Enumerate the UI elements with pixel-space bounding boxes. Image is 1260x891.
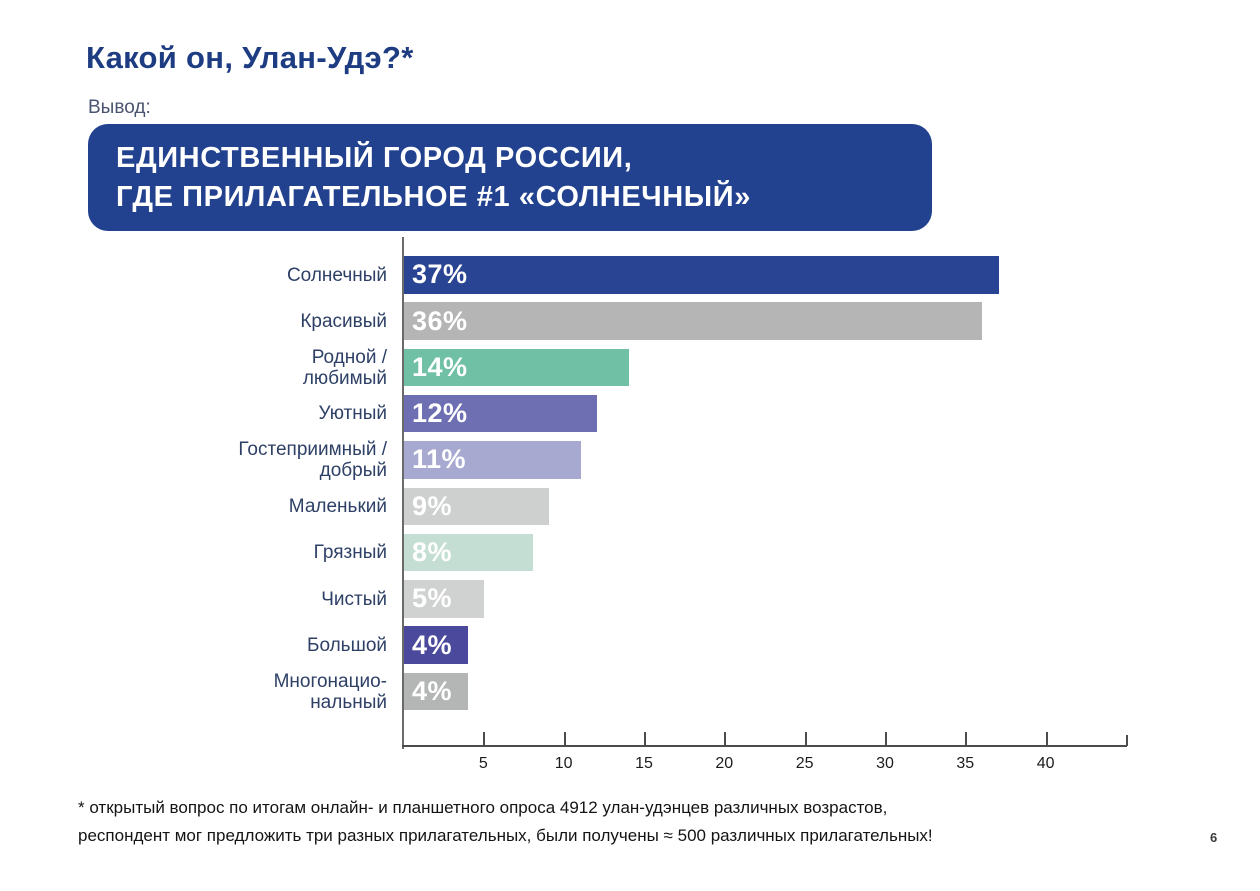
x-axis-tick — [804, 732, 807, 747]
callout-line-1: ЕДИНСТВЕННЫЙ ГОРОД РОССИИ, — [116, 141, 633, 174]
category-label: Гостеприимный / добрый — [238, 439, 387, 482]
bar-value-label: 5% — [412, 583, 453, 614]
x-axis-tick — [965, 732, 968, 747]
bar-value-label: 4% — [412, 629, 453, 660]
bar-value-label: 4% — [412, 675, 453, 706]
category-label: Грязный — [313, 542, 387, 564]
bar: 37% — [404, 256, 999, 294]
category-label: Многонацио-нальный — [273, 670, 387, 713]
category-label: Солнечный — [286, 264, 387, 286]
x-axis-tick-label: 5 — [478, 755, 488, 772]
x-axis-tick — [885, 732, 887, 747]
category-label: Большой — [306, 634, 387, 656]
bar-chart: Солнечный 37% Красивый 36% Родной / любимый 14… — [0, 237, 1260, 797]
x-axis-tick — [1045, 732, 1048, 747]
x-axis-tick-label: 35 — [956, 755, 975, 772]
y-axis-line — [402, 237, 404, 749]
x-axis-tick-label: 20 — [715, 755, 734, 772]
category-label: Маленький — [288, 496, 387, 517]
bar: 8% — [404, 533, 533, 572]
footnote-line-1: * открытый вопрос по итогам онлайн- и пл… — [78, 798, 888, 817]
bar-value-label: 8% — [412, 537, 453, 568]
category-label: Уютный — [318, 403, 387, 425]
x-axis-end-tick — [1126, 735, 1128, 746]
bar-value-label: 11% — [412, 444, 467, 475]
x-axis-tick-label: 30 — [876, 755, 894, 772]
conclusion-label: Вывод: — [88, 97, 151, 118]
bar: 4% — [404, 626, 469, 664]
category-label: Родной / любимый — [302, 346, 387, 389]
x-axis-tick-label: 15 — [635, 755, 653, 772]
conclusion-callout: ЕДИНСТВЕННЫЙ ГОРОД РОССИИ, ГДЕ ПРИЛАГАТЕ… — [88, 124, 932, 231]
bar-value-label: 12% — [412, 398, 468, 429]
bar: 11% — [404, 441, 581, 479]
bar: 5% — [404, 580, 485, 618]
bar-value-label: 9% — [412, 490, 453, 521]
footnote: * открытый вопрос по итогам онлайн- и пл… — [78, 794, 933, 850]
category-label: Красивый — [300, 310, 387, 332]
x-axis-tick — [644, 732, 646, 747]
callout-line-2: ГДЕ ПРИЛАГАТЕЛЬНОЕ #1 «СОЛНЕЧНЫЙ» — [116, 180, 751, 213]
x-axis-tick-label: 10 — [554, 755, 573, 772]
bar: 4% — [404, 672, 469, 711]
x-axis-tick-label: 40 — [1036, 755, 1055, 772]
category-label: Чистый — [321, 588, 387, 610]
x-axis-tick — [483, 732, 486, 747]
x-axis-tick — [724, 732, 727, 747]
page-number: 6 — [1210, 830, 1218, 845]
bar: 12% — [404, 394, 597, 433]
bar-value-label: 37% — [412, 259, 468, 290]
x-axis-line — [402, 745, 1127, 747]
bar-value-label: 14% — [412, 351, 468, 382]
x-axis-tick — [563, 732, 566, 747]
x-axis-tick-label: 25 — [795, 755, 814, 772]
bar: 9% — [404, 487, 549, 525]
bar-value-label: 36% — [412, 305, 468, 336]
bar: 14% — [404, 348, 629, 387]
page-title: Какой он, Улан-Удэ?* — [86, 40, 414, 75]
footnote-line-2: респондент мог предложить три разных при… — [78, 826, 933, 845]
bar: 36% — [404, 302, 983, 340]
